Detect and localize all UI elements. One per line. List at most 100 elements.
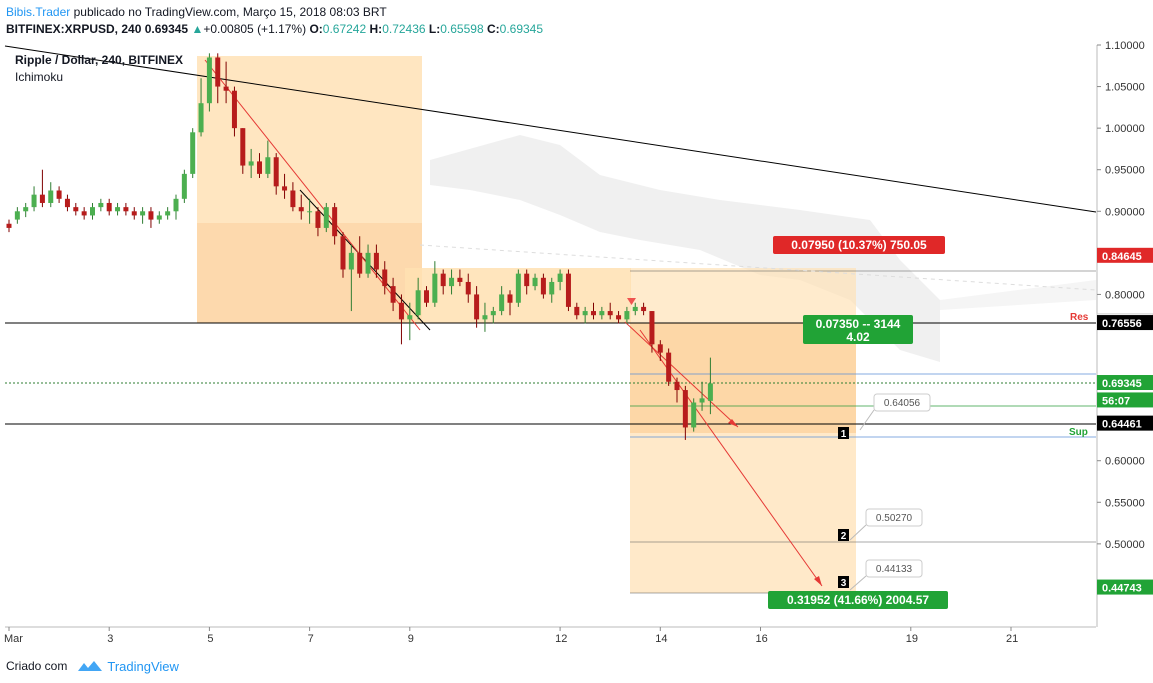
candle[interactable] [64,194,70,212]
candle-body [540,277,546,295]
candle[interactable] [198,78,204,137]
candle[interactable] [641,302,647,316]
candle[interactable] [474,286,480,328]
candle[interactable] [565,269,571,312]
candle[interactable] [691,398,697,432]
candle[interactable] [398,294,404,345]
candle[interactable] [524,269,530,295]
candle[interactable] [657,340,663,361]
candle[interactable] [307,198,313,224]
symbol-name[interactable]: BITFINEX:XRPUSD, 240 [6,22,142,36]
candle[interactable] [457,269,463,287]
candle[interactable] [31,186,37,212]
candle[interactable] [123,202,129,216]
candle[interactable] [499,286,505,316]
y-tick-label: 0.95000 [1105,165,1145,177]
target-box: 0.07950 (10.37%) 750.05 [773,236,945,254]
candle[interactable] [332,202,338,245]
candle[interactable] [140,207,146,224]
price-chart[interactable]: 0.07950 (10.37%) 750.05 0.07350 -- 31444.… [0,40,1153,650]
candle[interactable] [6,219,12,233]
candle[interactable] [298,194,304,220]
tradingview-logo[interactable]: TradingView [77,659,179,674]
candle[interactable] [282,173,288,199]
candle[interactable] [390,277,396,312]
candle[interactable] [415,277,421,320]
candle[interactable] [48,182,54,208]
candle[interactable] [582,306,588,324]
candle[interactable] [674,377,680,403]
candle[interactable] [432,261,438,307]
candle[interactable] [507,290,513,316]
candle[interactable] [23,202,29,218]
candle[interactable] [90,202,95,220]
candles-group[interactable] [6,53,713,440]
candle[interactable] [323,202,329,233]
candle[interactable] [56,186,62,203]
candle[interactable] [599,306,605,320]
candle[interactable] [348,244,354,312]
candle[interactable] [131,207,137,220]
candle[interactable] [81,207,87,220]
candle[interactable] [465,273,471,303]
candle[interactable] [73,202,79,216]
candle[interactable] [223,61,229,104]
candle[interactable] [156,211,162,224]
candle[interactable] [616,311,622,324]
candle-body [165,211,171,216]
candle[interactable] [574,302,580,320]
candle[interactable] [190,128,196,179]
publisher-name[interactable]: Bibis.Trader [6,5,71,19]
long-trendline [4,45,1097,213]
candle-body [457,277,463,282]
candle[interactable] [273,153,279,195]
candle[interactable] [515,269,521,307]
candle[interactable] [549,277,555,303]
candle[interactable] [315,207,321,237]
candle[interactable] [382,261,388,295]
candle[interactable] [540,273,546,299]
indicator-label[interactable]: Ichimoku [15,70,64,84]
candle[interactable] [257,153,262,179]
candle[interactable] [248,148,254,179]
candle-body [682,390,688,428]
candle[interactable] [424,286,429,307]
candle[interactable] [482,302,488,332]
candle[interactable] [699,381,705,411]
candle[interactable] [340,232,346,278]
candle[interactable] [407,302,413,341]
candle[interactable] [148,207,154,228]
candle[interactable] [240,128,246,174]
candle[interactable] [624,306,630,324]
candle[interactable] [165,207,171,220]
candle[interactable] [557,269,563,291]
candle[interactable] [173,194,179,220]
candle[interactable] [373,244,379,278]
candle[interactable] [365,244,371,278]
candle[interactable] [440,269,446,295]
candle[interactable] [106,198,112,216]
candle[interactable] [181,169,187,203]
candle[interactable] [357,236,363,278]
candle[interactable] [532,273,538,291]
candle[interactable] [591,302,596,320]
candle[interactable] [98,198,104,212]
candle[interactable] [490,306,496,324]
candle[interactable] [115,202,121,216]
candle[interactable] [666,348,672,386]
candle[interactable] [215,53,221,104]
candle[interactable] [265,140,271,179]
candle[interactable] [231,86,237,137]
candle[interactable] [206,53,212,112]
candle[interactable] [607,302,613,320]
candle[interactable] [632,302,638,316]
candle[interactable] [649,311,655,353]
candle[interactable] [14,207,20,224]
candle-body [666,352,672,382]
candle[interactable] [707,357,713,415]
candle[interactable] [682,385,688,440]
change-arrow-icon: ▲ [191,22,204,36]
candle[interactable] [39,169,45,208]
candle[interactable] [290,182,296,212]
candle[interactable] [449,269,455,295]
